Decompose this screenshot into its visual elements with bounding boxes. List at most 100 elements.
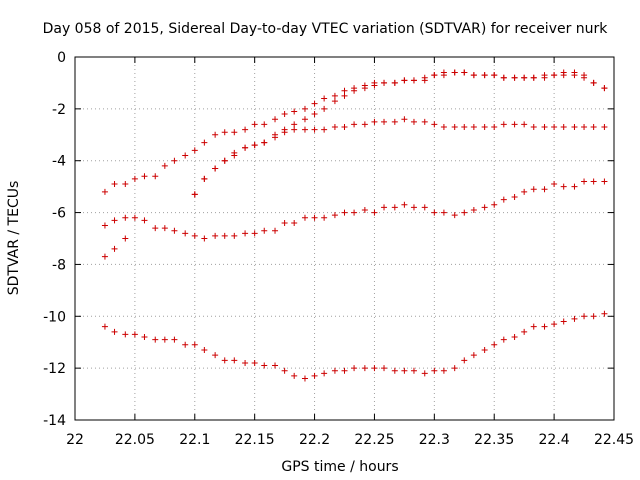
data-point [111, 181, 118, 188]
data-point [182, 230, 189, 237]
data-point [541, 323, 548, 330]
data-point [530, 323, 537, 330]
data-point [321, 370, 328, 377]
data-point [131, 214, 138, 221]
data-point [281, 219, 288, 226]
data-point [182, 152, 189, 159]
data-point [571, 124, 578, 131]
data-point [291, 219, 298, 226]
data-point [341, 92, 348, 99]
data-point [581, 72, 588, 79]
data-point [212, 131, 219, 138]
data-point [201, 346, 208, 353]
data-point [601, 310, 608, 317]
data-point [291, 372, 298, 379]
data-point [451, 365, 458, 372]
data-point [560, 183, 567, 190]
data-point [301, 105, 308, 112]
data-point [221, 232, 228, 239]
data-point [201, 175, 208, 182]
data-point [321, 105, 328, 112]
data-point [122, 331, 129, 338]
data-point [361, 121, 368, 128]
x-tick-label: 22.35 [474, 432, 514, 448]
data-point [541, 72, 548, 79]
data-point [251, 121, 258, 128]
data-point [590, 313, 597, 320]
data-point [152, 336, 159, 343]
data-point [152, 225, 159, 232]
data-point [381, 365, 388, 372]
data-point [381, 118, 388, 125]
data-point [431, 121, 438, 128]
data-point [242, 144, 249, 151]
data-point [401, 116, 408, 123]
data-point [122, 235, 129, 242]
data-point [341, 87, 348, 94]
data-point [381, 204, 388, 211]
y-tick-label: -8 [52, 257, 66, 273]
data-point [371, 365, 378, 372]
data-point [101, 323, 108, 330]
y-tick-label: -10 [43, 309, 66, 325]
data-point [331, 98, 338, 105]
data-point [581, 178, 588, 185]
data-point [111, 245, 118, 252]
data-point [440, 124, 447, 131]
y-tick-label: -14 [43, 413, 66, 429]
series-bottom [101, 310, 608, 382]
data-point [521, 188, 528, 195]
data-point [291, 108, 298, 115]
data-point [131, 175, 138, 182]
x-axis-label: GPS time / hours [281, 459, 398, 475]
data-point [272, 134, 279, 141]
data-point [560, 69, 567, 76]
data-point [221, 157, 228, 164]
data-point [410, 118, 417, 125]
data-point [212, 165, 219, 172]
data-point [261, 227, 268, 234]
data-point [521, 121, 528, 128]
data-point [431, 367, 438, 374]
data-point [251, 142, 258, 149]
data-point [551, 72, 558, 79]
data-point [101, 222, 108, 229]
x-tick-label: 22.1 [179, 432, 210, 448]
data-point [470, 72, 477, 79]
data-point [161, 162, 168, 169]
data-point [361, 365, 368, 372]
data-point [401, 367, 408, 374]
data-point [481, 346, 488, 353]
data-point [500, 121, 507, 128]
data-point [581, 313, 588, 320]
data-point [141, 334, 148, 341]
data-point [581, 124, 588, 131]
data-point [601, 85, 608, 92]
data-point [261, 362, 268, 369]
data-point [111, 217, 118, 224]
data-point [321, 95, 328, 102]
data-point [171, 336, 178, 343]
data-point [111, 328, 118, 335]
data-point [530, 124, 537, 131]
data-point [530, 186, 537, 193]
data-point [440, 69, 447, 76]
data-point [481, 72, 488, 79]
data-point [311, 126, 318, 133]
data-point [161, 336, 168, 343]
data-point [421, 370, 428, 377]
data-point [351, 121, 358, 128]
data-point [351, 209, 358, 216]
data-point [321, 214, 328, 221]
data-point [560, 318, 567, 325]
data-point [182, 341, 189, 348]
data-point [301, 126, 308, 133]
data-point [391, 79, 398, 86]
data-points [101, 69, 608, 382]
data-point [311, 100, 318, 107]
data-point [560, 124, 567, 131]
data-point [261, 121, 268, 128]
data-point [231, 232, 238, 239]
data-point [212, 232, 219, 239]
chart-title: Day 058 of 2015, Sidereal Day-to-day VTE… [43, 21, 609, 37]
